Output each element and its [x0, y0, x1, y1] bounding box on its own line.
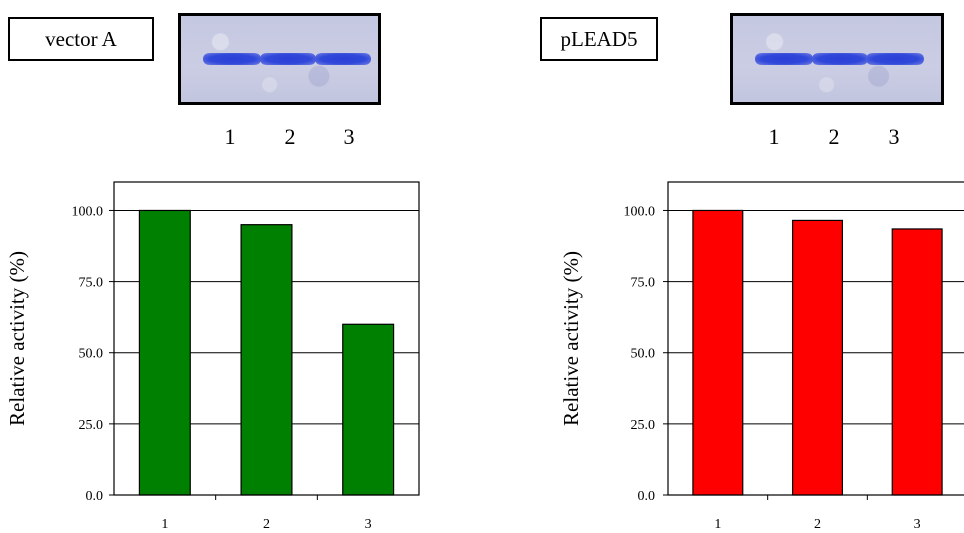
lane-label: 2: [828, 124, 840, 149]
x-tick-label: 2: [814, 517, 821, 532]
y-axis-label: Relative activity (%): [5, 251, 29, 426]
right-panel: pLEAD5 1 2 3 0.0 25.0 50.0 75.0 100.0 1 2 3 Rela…: [482, 0, 964, 533]
gel-band-3: [315, 53, 371, 65]
y-tick-label: 75.0: [631, 276, 656, 291]
bar-chart: 0.0 25.0 50.0 75.0 100.0 1 2 3 Relative activity…: [5, 181, 420, 532]
sample-label-box: pLEAD5: [540, 17, 658, 61]
bar: [138, 209, 191, 496]
y-tick-label: 0.0: [638, 489, 656, 504]
bar: [891, 228, 943, 496]
x-tick-label: 2: [263, 517, 270, 532]
bar: [240, 224, 293, 496]
y-tick-label: 25.0: [79, 418, 104, 433]
lane-label: 2: [284, 124, 296, 149]
bar: [342, 323, 395, 496]
bar: [692, 209, 744, 496]
left-panel: vector A 1 2 3 0.0 25.0 50.0 75.0 100.0 1 2 3 Re…: [5, 13, 420, 532]
y-tick-label: 0.0: [86, 489, 104, 504]
gel-band-1: [755, 53, 813, 65]
lane-label: 1: [768, 124, 780, 149]
x-tick-label: 1: [714, 517, 721, 532]
gel-band-1: [203, 53, 261, 65]
bar: [791, 219, 844, 496]
x-tick-label: 3: [914, 517, 921, 532]
y-tick-label: 50.0: [631, 347, 656, 362]
lane-label: 3: [888, 124, 900, 149]
y-tick-label: 75.0: [79, 276, 104, 291]
plot-frame: [113, 181, 420, 496]
x-tick-label: 1: [161, 517, 168, 532]
lane-label: 3: [343, 124, 355, 149]
plot-frame: [667, 181, 964, 496]
y-axis-label: Relative activity (%): [559, 251, 583, 426]
sample-label-box: vector A: [8, 17, 154, 61]
gel-band-3: [866, 53, 924, 65]
gel-band-2: [260, 53, 316, 65]
lane-label: 1: [224, 124, 236, 149]
gel-image: [730, 13, 944, 105]
y-tick-label: 100.0: [72, 204, 104, 219]
gel-band-2: [812, 53, 868, 65]
x-tick-label: 3: [365, 517, 372, 532]
y-tick-label: 100.0: [624, 204, 656, 219]
bar-chart: 0.0 25.0 50.0 75.0 100.0 1 2 3 Relative activity…: [559, 181, 964, 532]
y-tick-label: 25.0: [631, 418, 656, 433]
y-tick-label: 50.0: [79, 347, 104, 362]
gel-image: [178, 13, 381, 105]
